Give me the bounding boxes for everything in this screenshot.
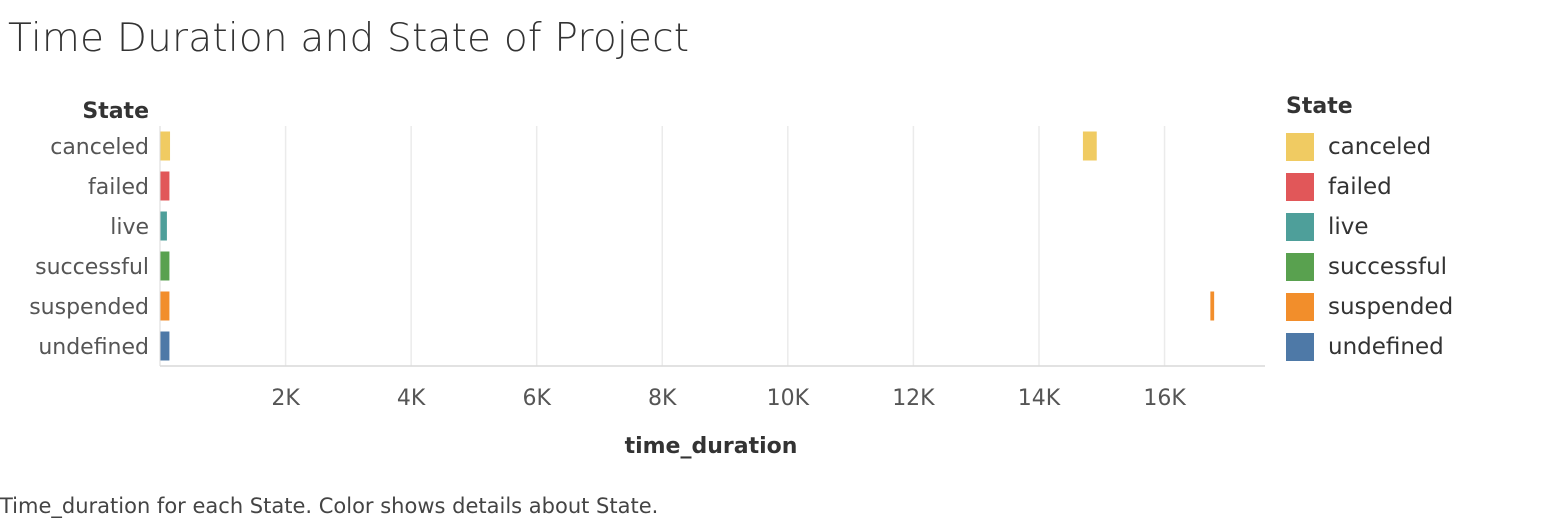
- x-tick-label: 8K: [648, 386, 677, 411]
- bar-live: [160, 211, 167, 241]
- legend-swatch: [1286, 333, 1314, 361]
- legend-item-failed[interactable]: failed: [1286, 167, 1453, 207]
- y-category-label: suspended: [29, 295, 149, 320]
- x-tick-label: 14K: [1018, 386, 1061, 411]
- legend-label: undefined: [1328, 334, 1444, 360]
- legend-swatch: [1286, 253, 1314, 281]
- axes: 2K 4K 6K 8K 10K 12K 14K 16K canceled failed live su…: [29, 126, 1265, 411]
- legend-label: live: [1328, 214, 1369, 240]
- x-tick-label: 12K: [892, 386, 935, 411]
- y-category-label: successful: [35, 255, 149, 280]
- legend-swatch: [1286, 173, 1314, 201]
- bar-suspended: [160, 291, 170, 321]
- legend-items: canceled failed live successful suspended und…: [1286, 127, 1453, 367]
- page-title: Time Duration and State of Project: [8, 16, 690, 61]
- y-category-label: live: [110, 215, 149, 240]
- row-header: State: [82, 99, 149, 124]
- x-axis-title: time_duration: [625, 434, 798, 459]
- bar-failed: [160, 171, 170, 201]
- bar-undefined: [160, 331, 170, 361]
- x-tick-label: 16K: [1143, 386, 1186, 411]
- chart: 2K 4K 6K 8K 10K 12K 14K 16K canceled failed live su…: [29, 99, 1265, 459]
- y-category-label: undefined: [38, 335, 149, 360]
- legend-swatch: [1286, 293, 1314, 321]
- legend-label: suspended: [1328, 294, 1454, 320]
- legend-label: canceled: [1328, 134, 1432, 160]
- legend-item-canceled[interactable]: canceled: [1286, 127, 1453, 167]
- legend-swatch: [1286, 213, 1314, 241]
- legend-title: State: [1286, 94, 1353, 119]
- bar-canceled: [160, 131, 171, 161]
- x-tick-label: 2K: [271, 386, 300, 411]
- y-category-label: failed: [88, 175, 149, 200]
- y-category-label: canceled: [50, 135, 149, 160]
- bar-successful: [160, 251, 170, 281]
- x-tick-label: 4K: [397, 386, 426, 411]
- legend-label: failed: [1328, 174, 1392, 200]
- legend-item-successful[interactable]: successful: [1286, 247, 1453, 287]
- caption: Time_duration for each State. Color show…: [0, 494, 659, 518]
- grid-lines: [284, 126, 1166, 366]
- legend-label: successful: [1328, 254, 1448, 280]
- bars: [160, 131, 1215, 361]
- x-tick-label: 6K: [522, 386, 551, 411]
- legend-item-undefined[interactable]: undefined: [1286, 327, 1453, 367]
- legend: State canceled failed live successful suspen…: [1286, 94, 1453, 367]
- legend-item-live[interactable]: live: [1286, 207, 1453, 247]
- x-tick-label: 10K: [767, 386, 810, 411]
- bar-canceled: [1082, 131, 1097, 161]
- bar-suspended: [1210, 291, 1215, 321]
- legend-swatch: [1286, 133, 1314, 161]
- legend-item-suspended[interactable]: suspended: [1286, 287, 1453, 327]
